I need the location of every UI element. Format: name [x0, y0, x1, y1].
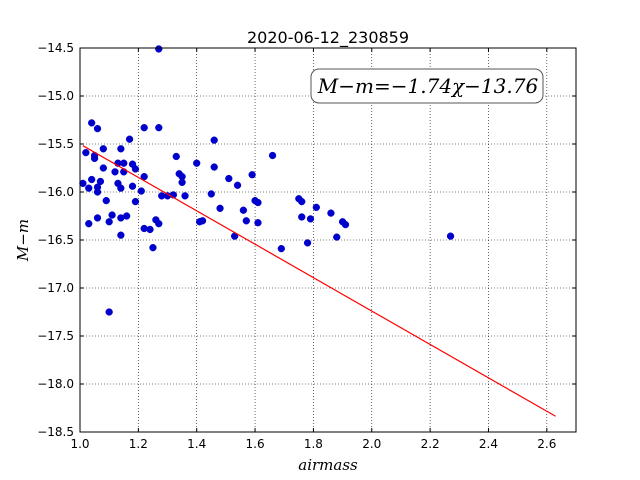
data-point	[102, 196, 110, 205]
data-point	[155, 45, 163, 53]
data-point	[254, 219, 262, 227]
data-point	[193, 159, 201, 167]
y-tick-label: −18.0	[37, 377, 74, 391]
data-point	[88, 119, 96, 127]
data-point	[277, 244, 285, 253]
data-point	[210, 136, 218, 144]
annotation-text: M−m=−1.74χ−13.76	[317, 74, 539, 98]
data-point	[117, 231, 125, 239]
data-point	[210, 163, 218, 171]
data-points	[79, 45, 455, 316]
data-point	[248, 171, 256, 179]
data-point	[82, 148, 90, 157]
data-point	[225, 174, 233, 183]
fit-annotation: M−m=−1.74χ−13.76	[310, 68, 544, 104]
data-point	[105, 218, 113, 226]
data-point	[303, 239, 312, 247]
data-point	[298, 213, 306, 221]
axis-ticks: 1.0 1.2 1.4 1.6 1.8 2.0 2.2 2.4 2.6 −14.5 −15.0 −15…	[37, 41, 576, 451]
y-tick-label: −17.0	[37, 281, 74, 295]
x-tick-label: 1.0	[70, 437, 89, 451]
data-point	[85, 184, 93, 192]
data-point	[216, 204, 224, 212]
fit-line-group	[82, 145, 556, 417]
x-tick-label: 1.8	[304, 437, 323, 451]
x-axis-label: airmass	[298, 456, 358, 474]
data-point	[341, 220, 350, 229]
y-tick-label: −17.5	[37, 329, 74, 343]
data-point	[178, 178, 186, 187]
data-point	[125, 135, 134, 143]
data-point	[327, 209, 335, 217]
x-tick-label: 2.4	[479, 437, 498, 451]
data-point	[140, 172, 148, 181]
data-point	[93, 214, 102, 222]
fit-line	[82, 145, 556, 417]
data-point	[149, 244, 157, 252]
data-point	[254, 198, 262, 207]
data-point	[137, 187, 145, 195]
data-point	[233, 181, 242, 189]
x-tick-label: 1.6	[246, 437, 265, 451]
data-point	[306, 215, 315, 223]
data-point	[123, 212, 131, 220]
data-point	[96, 177, 105, 186]
data-point	[120, 159, 128, 167]
x-tick-label: 2.2	[421, 437, 440, 451]
data-point	[198, 217, 207, 225]
data-point	[140, 124, 148, 132]
data-point	[131, 197, 140, 206]
y-tick-label: −15.5	[37, 137, 74, 151]
annotation-box	[310, 68, 544, 104]
x-tick-label: 1.2	[129, 437, 148, 451]
data-point	[88, 175, 96, 184]
data-point	[99, 164, 107, 172]
x-tick-label: 1.4	[187, 437, 206, 451]
data-point	[85, 220, 93, 228]
data-point	[128, 182, 137, 190]
y-tick-label: −14.5	[37, 41, 74, 55]
data-point	[155, 220, 163, 228]
data-point	[93, 124, 102, 133]
data-point	[146, 225, 154, 234]
data-point	[79, 179, 87, 188]
y-tick-label: −15.0	[37, 89, 74, 103]
data-point	[239, 206, 248, 214]
data-point	[99, 145, 107, 153]
data-point	[207, 190, 215, 198]
data-point	[268, 151, 277, 160]
data-point	[90, 154, 99, 163]
data-point	[105, 308, 113, 316]
data-point	[117, 184, 125, 192]
data-point	[155, 124, 163, 132]
x-tick-label: 2.0	[362, 437, 381, 451]
data-point	[108, 211, 116, 219]
y-tick-label: −18.5	[37, 425, 74, 439]
data-point	[242, 217, 250, 225]
y-tick-label: −16.0	[37, 185, 74, 199]
data-point	[181, 192, 189, 200]
data-point	[172, 152, 180, 161]
data-point	[312, 203, 320, 212]
data-point	[333, 233, 341, 241]
data-point	[131, 165, 140, 173]
data-point	[93, 188, 102, 196]
data-point	[111, 168, 119, 176]
data-point	[298, 197, 306, 206]
x-tick-label: 2.6	[537, 437, 556, 451]
y-axis-label: M−m	[14, 219, 32, 262]
grid-lines	[80, 48, 576, 432]
data-point	[446, 232, 455, 240]
data-point	[117, 145, 125, 153]
chart-title: 2020-06-12_230859	[247, 28, 409, 48]
y-tick-label: −16.5	[37, 233, 74, 247]
